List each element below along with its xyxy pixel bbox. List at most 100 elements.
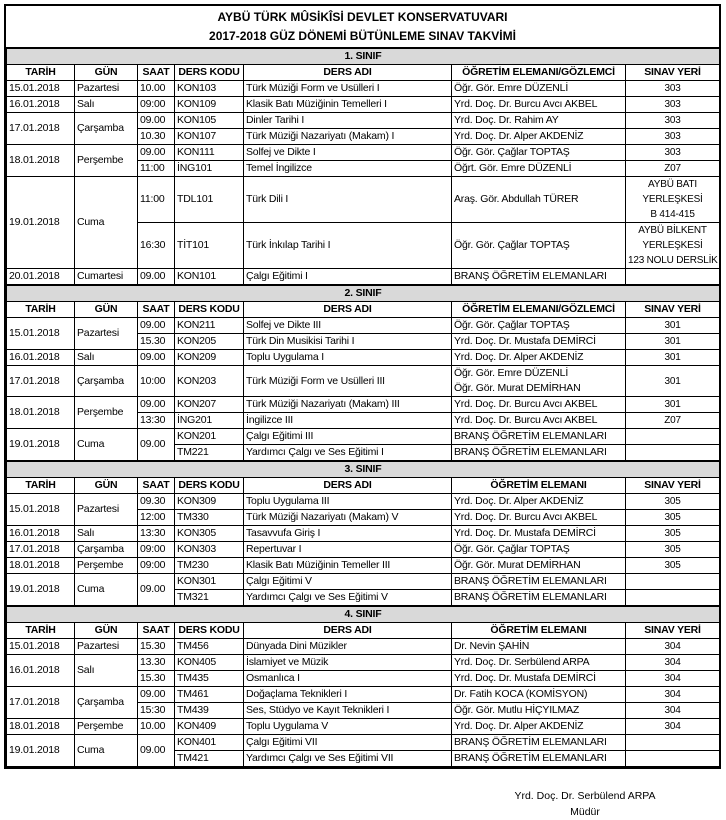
room-line: 305 [664,560,681,571]
exam-room [624,573,721,590]
header-day: GÜN [74,64,138,81]
room-line: B 414-415 [650,209,695,220]
instructor-name: Yrd. Doç. Dr. Burcu Avcı AKBEL [454,398,598,410]
header-room: SINAV YERİ [624,64,721,81]
course-code: KON101 [174,268,244,286]
instructor-name: Yrd. Doç. Dr. Alper AKDENİZ [454,351,584,363]
exam-room: Z07 [624,160,721,177]
header-room: SINAV YERİ [624,622,721,639]
instructor-name: Dr. Nevin ŞAHİN [454,640,530,652]
header-day: GÜN [74,477,138,494]
room-line: AYBÜ BATI [648,179,697,190]
exam-date: 17.01.2018 [6,686,75,719]
instructor: Yrd. Doç. Dr. Burcu Avcı AKBEL [451,96,626,113]
exam-day: Perşembe [74,144,138,177]
instructor-name: Öğrt. Gör. Emre DÜZENLİ [454,162,572,174]
exam-date: 18.01.2018 [6,718,75,735]
section-title-row: 1. SINIF [5,49,721,65]
header-date: TARİH [6,301,75,318]
exam-day: Çarşamba [74,541,138,558]
table-row: 15.01.2018 Pazartesi 10.00 KON103 Türk Müziğ… [6,80,721,97]
course-name: Temel İngilizce [243,160,452,177]
course-code: TM461 [174,686,244,703]
course-code: KON107 [174,128,244,145]
exam-day: Cumartesi [74,268,138,286]
course-code: TDL101 [174,176,244,223]
exam-date: 15.01.2018 [6,317,75,350]
instructor-name: Yrd. Doç. Dr. Serbülend ARPA [454,656,590,668]
course-name: Ses, Stüdyo ve Kayıt Teknikleri I [243,702,452,719]
header-code: DERS KODU [174,622,244,639]
instructor-name: Yrd. Doç. Dr. Alper AKDENİZ [454,720,584,732]
course-name: Türk Müziği Nazariyatı (Makam) V [243,509,452,526]
course-code: KON207 [174,396,244,413]
exam-room: 303 [624,128,721,145]
instructor: Dr. Fatih KOCA (KOMİSYON) [451,686,626,703]
course-code: KON211 [174,317,244,334]
course-name: Yardımcı Çalgı ve Ses Eğitimi I [243,444,452,462]
exam-day: Çarşamba [74,365,138,397]
course-code: TM421 [174,750,244,767]
exam-time: 09:00 [137,541,175,558]
course-code: KON301 [174,573,244,590]
exam-room: 304 [624,638,721,655]
table-row: 17.01.2018 Çarşamba 10:00 KON203 Türk Müziği… [6,365,721,397]
exam-room: 301 [624,317,721,334]
exam-date: 19.01.2018 [6,428,75,462]
room-line: 304 [664,705,681,716]
instructor-name: Öğr. Gör. Emre DÜZENLİ [454,367,569,379]
exam-day: Pazartesi [74,638,138,655]
instructor-name: Yrd. Doç. Dr. Burcu Avcı AKBEL [454,414,598,426]
header-row: TARİH GÜN SAAT DERS KODU DERS ADI ÖĞRETİM ELE… [6,477,721,494]
header-row: TARİH GÜN SAAT DERS KODU DERS ADI ÖĞRETİM ELE… [6,301,721,318]
table-row: 18.01.2018 Perşembe 09.00 KON111 Solfej ve D… [6,144,721,177]
exam-room: 301 [624,349,721,366]
header-course: DERS ADI [243,301,452,318]
course-name: Türk Dili I [243,176,452,223]
course-name: Toplu Uygulama V [243,718,452,735]
instructor: Öğr. Gör. Emre DÜZENLİ Öğr. Gör. Murat DE… [451,365,626,397]
exam-time: 09.00 [137,144,175,161]
room-line: 304 [664,689,681,700]
course-code: İNG101 [174,160,244,177]
table-row: 16:30 TİT101 Türk İnkılap Tarihi I Öğr. Gör… [7,222,721,269]
exam-room: Z07 [624,412,721,429]
exam-room [624,428,721,445]
exam-date: 15.01.2018 [6,80,75,97]
exam-time: 09.00 [137,428,175,462]
header-instructor: ÖĞRETİM ELEMANI/GÖZLEMCİ [451,301,626,318]
header-code: DERS KODU [174,64,244,81]
exam-room: 305 [624,509,721,526]
header-instructor: ÖĞRETİM ELEMANI [451,477,626,494]
header-course: DERS ADI [243,622,452,639]
header-row: TARİH GÜN SAAT DERS KODU DERS ADI ÖĞRETİM ELE… [6,622,721,639]
exam-date: 18.01.2018 [6,396,75,429]
course-name: İngilizce III [243,412,452,429]
exam-date: 16.01.2018 [6,349,75,366]
instructor: Öğr. Gör. Mutlu HİÇYILMAZ [451,702,626,719]
course-code: KON309 [174,493,244,510]
room-line: 305 [664,544,681,555]
exam-room: 303 [624,112,721,129]
instructor-name: BRANŞ ÖĞRETİM ELEMANLARI [454,736,607,748]
exam-day: Pazartesi [74,317,138,350]
header-day: GÜN [74,622,138,639]
course-name: Çalgı Eğitimi III [243,428,452,445]
header-date: TARİH [6,622,75,639]
instructor: Araş. Gör. Abdullah TÜRER [451,176,626,223]
header-code: DERS KODU [174,477,244,494]
exam-date: 19.01.2018 [6,176,75,269]
table-row: TM221 Yardımcı Çalgı ve Ses Eğitimi I BRAN… [7,444,721,462]
instructor: Yrd. Doç. Dr. Burcu Avcı AKBEL [451,509,626,526]
header-time: SAAT [137,622,175,639]
header-course: DERS ADI [243,64,452,81]
table-row: 17.01.2018 Çarşamba 09.00 KON105 Dinler Tari… [6,112,721,145]
exam-time: 09.00 [137,573,175,607]
exam-time: 09.00 [137,686,175,703]
instructor: Yrd. Doç. Dr. Alper AKDENİZ [451,128,626,145]
course-name: Yardımcı Çalgı ve Ses Eğitimi VII [243,750,452,767]
exam-room: 303 [624,96,721,113]
instructor-name: Yrd. Doç. Dr. Mustafa DEMİRCİ [454,335,596,347]
course-code: KON209 [174,349,244,366]
exam-day: Salı [74,349,138,366]
